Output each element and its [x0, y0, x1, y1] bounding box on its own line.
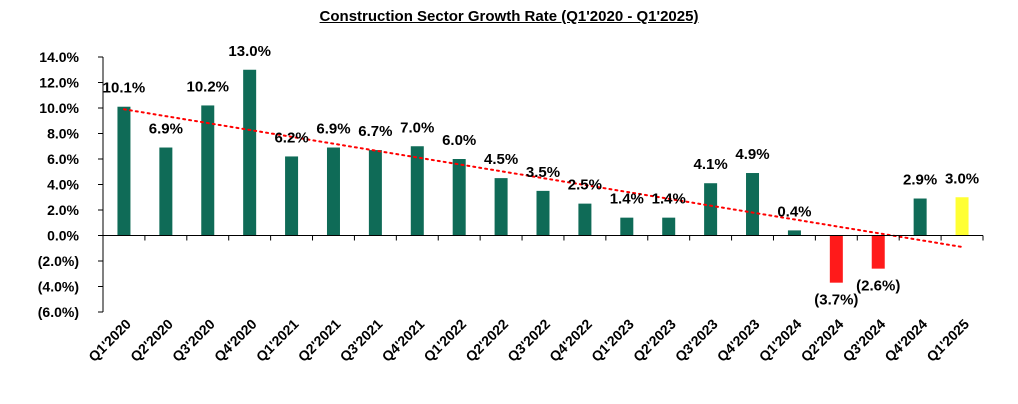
- bar: [871, 235, 885, 269]
- bar: [578, 203, 592, 236]
- y-axis: 14.0% 12.0% 10.0% 8.0% 6.0% 4.0% 2.0% 0.0% (2.0%…: [38, 49, 104, 320]
- data-label: 6.9%: [316, 121, 350, 138]
- y-tick-label: (2.0%): [38, 253, 79, 269]
- bar: [704, 183, 718, 236]
- data-label: 6.2%: [274, 129, 308, 146]
- x-tick-label: Q4'2022: [546, 316, 595, 365]
- y-tick-label: (6.0%): [38, 304, 79, 320]
- data-label: 7.0%: [400, 119, 434, 136]
- x-tick-label: Q3'2024: [839, 316, 888, 365]
- x-tick-label: Q4'2021: [379, 316, 428, 365]
- y-tick-label: 10.0%: [39, 100, 79, 116]
- bar: [829, 235, 843, 283]
- trendline-line: [122, 108, 964, 248]
- bar: [620, 217, 634, 236]
- bar: [368, 150, 382, 236]
- x-tick-label: Q3'2020: [169, 316, 218, 365]
- x-tick-label: Q4'2024: [881, 316, 930, 365]
- y-tick-label: (4.0%): [38, 279, 79, 295]
- x-tick-label: Q3'2021: [337, 316, 386, 365]
- bar: [117, 106, 131, 236]
- bar: [452, 159, 466, 236]
- data-label: 2.9%: [903, 172, 937, 189]
- data-label: 10.2%: [186, 78, 229, 95]
- data-label: 6.9%: [149, 121, 183, 138]
- data-label: 6.0%: [442, 132, 476, 149]
- data-label: 0.4%: [777, 203, 811, 220]
- bar: [662, 217, 676, 236]
- x-tick-label: Q2'2023: [630, 316, 679, 365]
- data-label: 4.9%: [735, 146, 769, 163]
- x-tick-label: Q1'2020: [85, 316, 134, 365]
- x-tick-label: Q2'2024: [798, 316, 847, 365]
- data-label: 4.5%: [484, 151, 518, 168]
- y-tick-label: 2.0%: [47, 202, 79, 218]
- bar: [913, 198, 927, 236]
- x-tick-label: Q1'2022: [420, 316, 469, 365]
- data-label: 2.5%: [568, 177, 602, 194]
- bar: [494, 178, 508, 236]
- x-tick-label: Q2'2020: [127, 316, 176, 365]
- bar: [955, 197, 969, 236]
- bar: [787, 230, 801, 236]
- data-label: 6.7%: [358, 123, 392, 140]
- y-tick-label: 4.0%: [47, 177, 79, 193]
- data-labels: 10.1% 6.9% 10.2% 13.0% 6.2% 6.9% 6.7% 7.0% 6.0% 4…: [103, 43, 979, 309]
- y-tick-label: 0.0%: [47, 228, 79, 244]
- bars: [117, 69, 969, 283]
- bar: [410, 146, 424, 236]
- y-tick-label: 8.0%: [47, 126, 79, 142]
- x-tick-label: Q4'2020: [211, 316, 260, 365]
- chart-title: Construction Sector Growth Rate (Q1'2020…: [319, 8, 699, 25]
- y-tick-label: 12.0%: [39, 75, 79, 91]
- x-tick-label: Q4'2023: [714, 316, 763, 365]
- x-tick-label: Q1'2024: [756, 316, 805, 365]
- x-tick-label: Q2'2021: [295, 316, 344, 365]
- data-label: (3.7%): [814, 292, 858, 309]
- data-label: 10.1%: [103, 80, 146, 97]
- bar: [326, 147, 340, 236]
- data-label: 4.1%: [694, 156, 728, 173]
- bar: [243, 69, 257, 236]
- y-tick-label: 14.0%: [39, 49, 79, 65]
- data-label: 1.4%: [610, 191, 644, 208]
- data-label: 3.5%: [526, 164, 560, 181]
- bar: [746, 173, 760, 236]
- x-tick-label: Q2'2022: [462, 316, 511, 365]
- data-label: 1.4%: [652, 191, 686, 208]
- x-tick-label: Q3'2023: [672, 316, 721, 365]
- bar: [159, 147, 173, 236]
- x-tick-label: Q1'2021: [253, 316, 302, 365]
- data-label: (2.6%): [856, 278, 900, 295]
- data-label: 3.0%: [945, 170, 979, 187]
- x-tick-label: Q3'2022: [504, 316, 553, 365]
- bar: [201, 105, 215, 236]
- x-tick-label: Q1'2025: [923, 316, 972, 365]
- bar: [536, 190, 550, 236]
- data-label: 13.0%: [228, 43, 271, 60]
- y-tick-label: 6.0%: [47, 151, 79, 167]
- bar: [285, 156, 299, 236]
- trendline: [122, 108, 964, 248]
- x-tick-label: Q1'2023: [588, 316, 637, 365]
